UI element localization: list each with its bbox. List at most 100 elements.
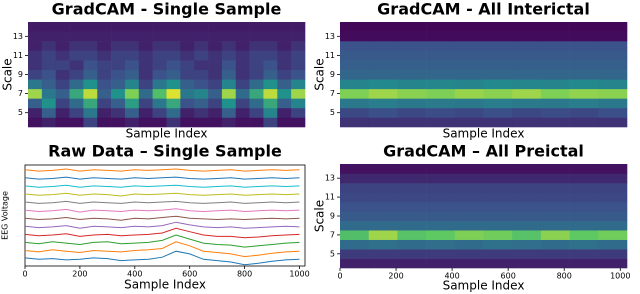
heatmap-cell (111, 88, 126, 99)
heatmap-cell (569, 220, 599, 231)
heatmap-cell (221, 41, 237, 51)
heatmap-cell (41, 79, 56, 90)
y-tick-label: 13 (325, 32, 335, 41)
heatmap-cell (194, 107, 209, 118)
heatmap-cell (426, 22, 456, 32)
y-tick-label: 13 (325, 174, 335, 183)
heatmap-cell (180, 107, 195, 118)
heatmap-cell (208, 107, 223, 118)
heatmap-cell (166, 79, 181, 90)
heatmap-cell (426, 60, 456, 71)
heatmap-cell (277, 22, 292, 32)
y-tick-label: 11 (325, 51, 335, 60)
heatmap-cell (397, 258, 427, 269)
heatmap-cell (598, 173, 628, 184)
heatmap-cell (235, 41, 250, 51)
heatmap-cell (291, 41, 306, 51)
heatmap-cell (512, 182, 542, 193)
heatmap-cell (397, 31, 427, 42)
y-tick-label: 5 (330, 249, 335, 258)
heatmap-cell (397, 22, 427, 32)
heatmap-cell (340, 192, 369, 203)
heatmap-cell (368, 88, 398, 99)
heatmap-cell (166, 60, 181, 71)
eeg-trace (24, 215, 300, 221)
heatmap-cell (194, 50, 209, 61)
heatmap-cell (483, 192, 513, 203)
heatmap-cell (124, 79, 140, 90)
heatmap-cell (540, 230, 570, 240)
heatmap-cell (598, 117, 628, 128)
heatmap-cell (483, 220, 513, 231)
heatmap-cell (512, 41, 542, 51)
heatmap-cell (28, 22, 43, 32)
eeg-trace (24, 241, 300, 258)
panel-title: GradCAM - Single Sample (52, 0, 282, 19)
heatmap-cell (426, 107, 456, 118)
heatmap-cell (397, 230, 427, 240)
heatmap-cell (397, 69, 427, 80)
heatmap-cell (138, 88, 153, 99)
heatmap-cell (540, 107, 570, 118)
heatmap-cell (291, 117, 306, 128)
heatmap-cell (194, 22, 209, 32)
heatmap-cell (540, 31, 570, 42)
heatmap-cell (194, 60, 209, 71)
heatmap-cell (152, 41, 167, 51)
heatmap-cell (111, 107, 126, 118)
heatmap-cell (426, 88, 456, 99)
heatmap-cell (97, 79, 112, 90)
heatmap-cell (152, 79, 167, 90)
heatmap-cell (263, 50, 278, 61)
eeg-trace (24, 176, 300, 180)
heatmap-cell (69, 107, 84, 118)
heatmap-cell (291, 98, 306, 109)
heatmap-cell (397, 164, 427, 174)
heatmap-cell (180, 117, 195, 128)
heatmap-cell (124, 31, 140, 42)
heatmap-cell (28, 88, 43, 99)
heatmap-cell (426, 50, 456, 61)
y-axis-label: Scale (313, 200, 327, 232)
heatmap-cell (263, 22, 278, 32)
heatmap-cell (138, 41, 153, 51)
heatmap-cell (454, 164, 484, 174)
heatmap-cell (598, 60, 628, 71)
heatmap-cell (180, 50, 195, 61)
heatmap-cell (83, 50, 98, 61)
heatmap-cell (483, 31, 513, 42)
heatmap-cell (483, 173, 513, 184)
heatmap-cell (368, 41, 398, 51)
heatmap-cell (124, 107, 140, 118)
heatmap-cell (397, 88, 427, 99)
heatmap-cell (235, 69, 250, 80)
heatmap-cell (512, 192, 542, 203)
heatmap-cell (69, 41, 84, 51)
heatmap-cell (111, 22, 126, 32)
heatmap-cell (208, 117, 223, 128)
heatmap-cell (28, 69, 43, 80)
heatmap-cell (69, 50, 84, 61)
heatmap-cell (454, 211, 484, 222)
heatmap-cell (368, 107, 398, 118)
heatmap-cell (598, 211, 628, 222)
heatmap-cell (194, 41, 209, 51)
heatmap-cell (55, 31, 70, 42)
heatmap-cell (138, 79, 153, 90)
heatmap-cell (263, 117, 278, 128)
heatmap-cell (368, 239, 398, 250)
heatmap-cell (277, 98, 292, 109)
heatmap-cell (368, 117, 398, 128)
heatmap-cell (368, 182, 398, 193)
heatmap-cell (249, 79, 264, 90)
heatmap-cell (41, 22, 56, 32)
heatmap-cell (55, 22, 70, 32)
heatmap-cell (368, 201, 398, 212)
heatmap-cell (483, 182, 513, 193)
heatmap-cell (540, 60, 570, 71)
heatmap-cell (124, 98, 140, 109)
heatmap-cell (97, 88, 112, 99)
heatmap-cell (426, 117, 456, 128)
heatmap-cell (97, 50, 112, 61)
heatmap-cell (235, 60, 250, 71)
